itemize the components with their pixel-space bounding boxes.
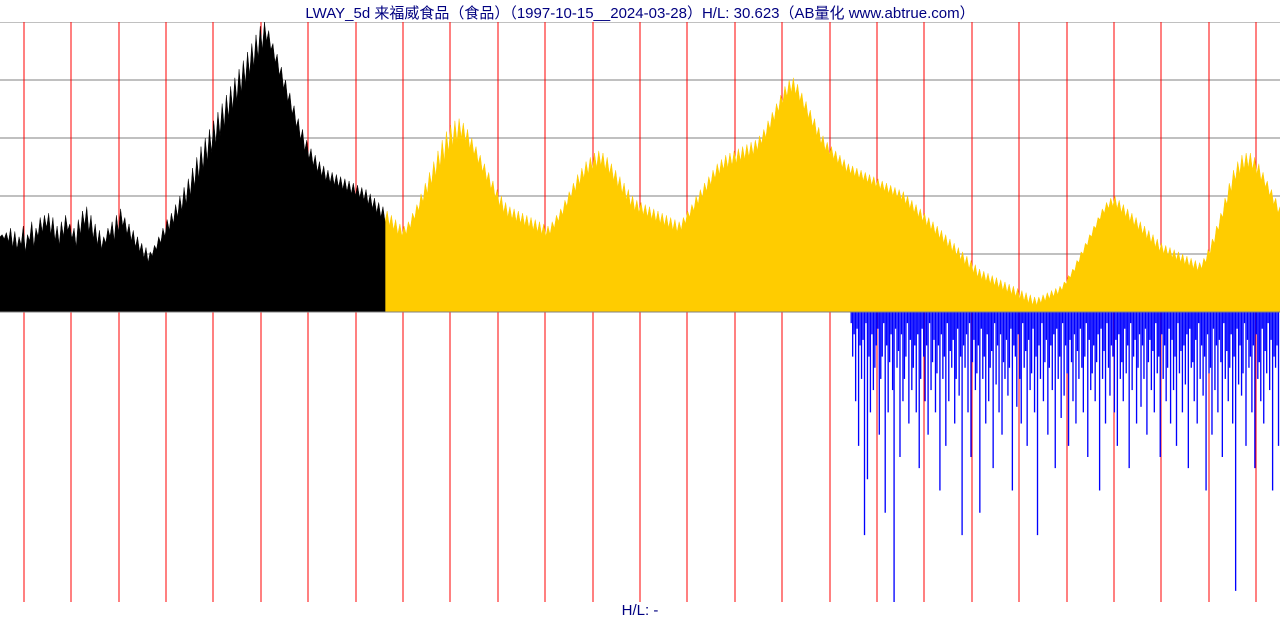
chart-title: LWAY_5d 来福威食品（食品）（1997-10-15__2024-03-28… bbox=[0, 0, 1280, 22]
chart-footer: H/L: - bbox=[0, 602, 1280, 620]
chart-svg bbox=[0, 22, 1280, 602]
chart-area bbox=[0, 22, 1280, 602]
